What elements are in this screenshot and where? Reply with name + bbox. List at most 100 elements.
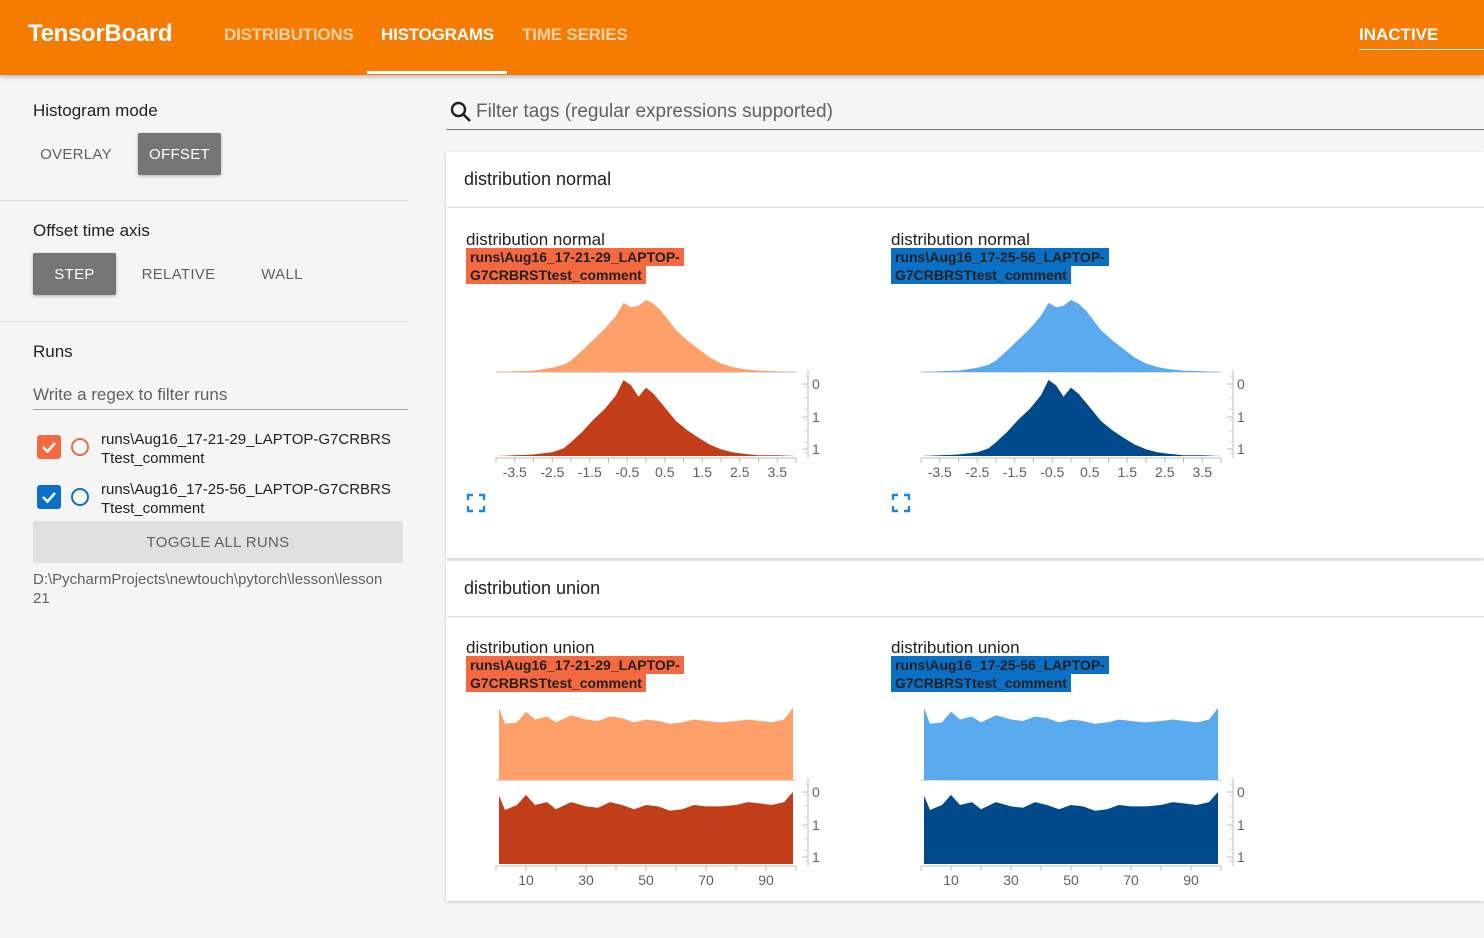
y-tick-label: 1 (812, 409, 820, 425)
run-tag-line: runs\Aug16_17-21-29_LAPTOP- (466, 656, 684, 674)
run-tag-line: G7CRBRSTtest_comment (891, 674, 1071, 692)
x-tick-label: 0.5 (1080, 464, 1100, 480)
x-tick-label: 90 (758, 872, 774, 888)
histogram-layer-0 (496, 300, 796, 372)
x-tick-label: 1.5 (693, 464, 713, 480)
chart-run-tag: runs\Aug16_17-21-29_LAPTOP- G7CRBRSTtest… (466, 656, 684, 692)
runs-title: Runs (33, 342, 73, 361)
run-item[interactable]: runs\Aug16_17-25-56_LAPTOP-G7CRBRS Ttest… (37, 480, 417, 520)
tab-time-series[interactable]: TIME SERIES (522, 25, 628, 44)
log-directory-line: 21 (33, 590, 50, 607)
x-tick-label: -2.5 (965, 464, 989, 480)
y-tick-label: 1 (812, 441, 820, 457)
main-panel: distribution normal distribution normal … (446, 75, 1484, 901)
x-tick-label: -0.5 (1040, 464, 1064, 480)
run-tag-line: runs\Aug16_17-21-29_LAPTOP- (466, 248, 684, 266)
x-tick-label: 0.5 (655, 464, 675, 480)
step-button[interactable]: STEP (33, 253, 116, 295)
tag-card-distribution-normal: distribution normal distribution normal … (446, 152, 1484, 558)
fullscreen-icon[interactable] (891, 493, 911, 513)
chart-title: distribution union (466, 638, 595, 657)
fullscreen-icon[interactable] (466, 493, 486, 513)
offset-button[interactable]: OFFSET (138, 133, 221, 175)
x-tick-label: 70 (1123, 872, 1139, 888)
run-label-line: runs\Aug16_17-21-29_LAPTOP-G7CRBRS (101, 431, 391, 448)
histogram-layer-1 (921, 380, 1221, 456)
x-tick-label: 30 (578, 872, 594, 888)
tab-distributions[interactable]: DISTRIBUTIONS (224, 25, 354, 44)
run-label-line: runs\Aug16_17-25-56_LAPTOP-G7CRBRS (101, 481, 391, 498)
active-tab-indicator (367, 71, 507, 74)
top-bar: TensorBoard DISTRIBUTIONS HISTOGRAMS TIM… (0, 0, 1484, 75)
y-tick-label: 1 (1237, 409, 1245, 425)
chart-title: distribution union (891, 638, 1020, 657)
log-directory: D:\PycharmProjects\newtouch\pytorch\less… (33, 570, 409, 608)
tag-filter (446, 95, 1484, 130)
toggle-all-runs-button[interactable]: TOGGLE ALL RUNS (33, 521, 403, 563)
y-tick-label: 1 (812, 817, 820, 833)
chart-title: distribution normal (466, 230, 605, 249)
chart-run-tag: runs\Aug16_17-21-29_LAPTOP- G7CRBRSTtest… (466, 248, 684, 284)
x-tick-label: 2.5 (730, 464, 750, 480)
y-tick-label: 0 (1237, 376, 1245, 392)
x-tick-label: -1.5 (578, 464, 602, 480)
histogram-chart: distribution union runs\Aug16_17-21-29_L… (466, 638, 866, 938)
run-tag-line: G7CRBRSTtest_comment (466, 674, 646, 692)
x-tick-label: 90 (1183, 872, 1199, 888)
histogram-layer-0 (924, 708, 1218, 780)
run-checkbox[interactable] (37, 485, 61, 509)
y-tick-label: 1 (1237, 849, 1245, 865)
run-tag-line: G7CRBRSTtest_comment (466, 266, 646, 284)
histogram-plot[interactable]: 10 30 50 70 90 0 1 1 (466, 638, 846, 888)
divider (0, 200, 408, 201)
x-tick-label: -3.5 (503, 464, 527, 480)
card-header[interactable]: distribution normal (446, 152, 1484, 208)
x-tick-label: 50 (638, 872, 654, 888)
x-tick-label: 3.5 (768, 464, 788, 480)
brand-logo[interactable]: TensorBoard (28, 20, 173, 47)
histogram-layer-0 (921, 300, 1221, 372)
x-tick-label: 10 (518, 872, 534, 888)
run-checkbox[interactable] (37, 435, 61, 459)
runs-filter-input[interactable] (33, 380, 408, 410)
run-item[interactable]: runs\Aug16_17-21-29_LAPTOP-G7CRBRS Ttest… (37, 430, 417, 470)
wall-button[interactable]: WALL (261, 265, 303, 283)
run-label-line: Ttest_comment (101, 450, 205, 467)
search-icon (450, 101, 471, 122)
chart-run-tag: runs\Aug16_17-25-56_LAPTOP- G7CRBRSTtest… (891, 656, 1109, 692)
inactive-dropdown-underline (1359, 49, 1484, 50)
histogram-plot[interactable]: 10 30 50 70 90 0 1 1 (891, 638, 1271, 888)
card-title: distribution union (464, 578, 601, 598)
histogram-layer-1 (499, 792, 793, 864)
log-directory-line: D:\PycharmProjects\newtouch\pytorch\less… (33, 571, 383, 588)
check-icon (42, 492, 56, 504)
x-tick-label: 50 (1063, 872, 1079, 888)
histogram-plot[interactable]: -3.5 -2.5 -1.5 -0.5 0.5 1.5 2.5 3.5 0 1 1 (466, 230, 846, 480)
divider (0, 321, 408, 322)
chart-run-tag: runs\Aug16_17-25-56_LAPTOP- G7CRBRSTtest… (891, 248, 1109, 284)
relative-button[interactable]: RELATIVE (141, 265, 216, 283)
x-tick-label: 10 (943, 872, 959, 888)
inactive-dropdown[interactable]: INACTIVE (1359, 25, 1439, 44)
run-label: runs\Aug16_17-21-29_LAPTOP-G7CRBRS Ttest… (101, 430, 421, 468)
histogram-chart: distribution normal runs\Aug16_17-21-29_… (466, 230, 866, 530)
x-tick-label: 3.5 (1193, 464, 1213, 480)
histogram-layer-0 (499, 708, 793, 780)
x-tick-label: -3.5 (928, 464, 952, 480)
run-label: runs\Aug16_17-25-56_LAPTOP-G7CRBRS Ttest… (101, 480, 421, 518)
x-tick-label: -1.5 (1003, 464, 1027, 480)
x-tick-label: 1.5 (1118, 464, 1138, 480)
card-title: distribution normal (464, 169, 612, 189)
histogram-layer-1 (924, 792, 1218, 864)
check-icon (42, 442, 56, 454)
histogram-plot[interactable]: -3.5 -2.5 -1.5 -0.5 0.5 1.5 2.5 3.5 0 1 1 (891, 230, 1271, 480)
tab-histograms[interactable]: HISTOGRAMS (381, 25, 494, 44)
run-tag-line: runs\Aug16_17-25-56_LAPTOP- (891, 248, 1109, 266)
x-tick-label: 2.5 (1155, 464, 1175, 480)
card-header[interactable]: distribution union (446, 561, 1484, 617)
run-color-swatch[interactable] (71, 438, 89, 456)
tag-filter-input[interactable] (476, 98, 1376, 126)
overlay-button[interactable]: OVERLAY (40, 145, 112, 163)
chart-title: distribution normal (891, 230, 1030, 249)
run-color-swatch[interactable] (71, 488, 89, 506)
